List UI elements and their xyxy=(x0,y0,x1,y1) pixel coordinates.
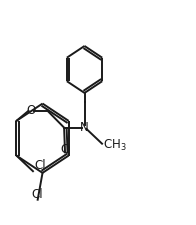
Text: Cl: Cl xyxy=(32,188,44,201)
Text: O: O xyxy=(60,143,70,155)
Text: Cl: Cl xyxy=(34,159,45,172)
Text: CH$_3$: CH$_3$ xyxy=(103,138,127,153)
Text: N: N xyxy=(80,121,89,134)
Text: O: O xyxy=(26,104,36,117)
